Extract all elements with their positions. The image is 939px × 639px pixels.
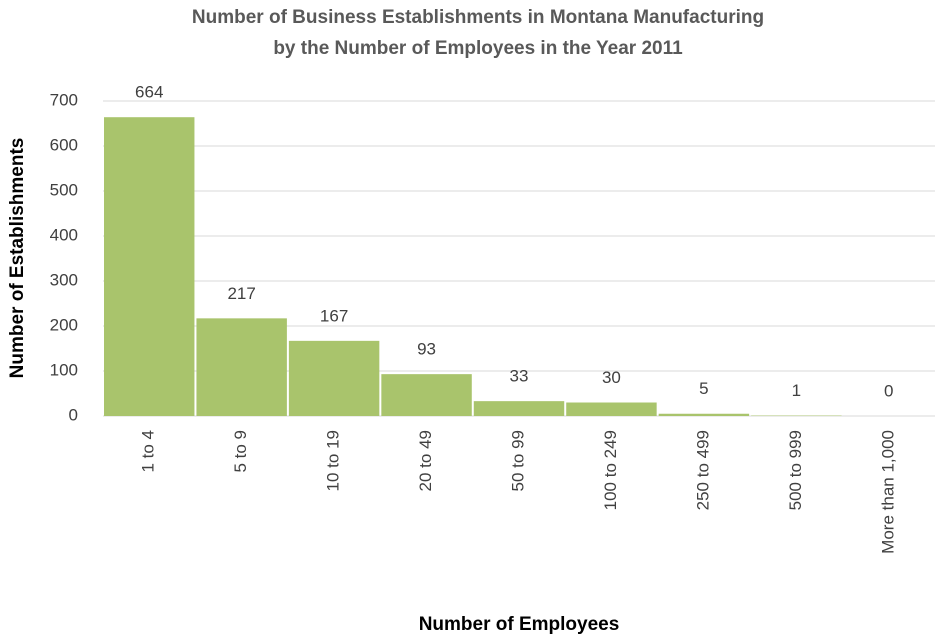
x-tick-label: More than 1,000 (878, 430, 897, 554)
y-tick-label: 0 (69, 405, 78, 424)
x-tick-label: 100 to 249 (601, 430, 620, 510)
x-tick-label: 250 to 499 (693, 430, 712, 510)
data-label: 33 (510, 367, 529, 386)
data-label: 0 (884, 381, 893, 400)
bar (104, 117, 195, 416)
x-tick-label: 500 to 999 (786, 430, 805, 510)
x-tick-label: 50 to 99 (508, 430, 527, 491)
y-tick-label: 500 (50, 180, 78, 199)
data-label: 93 (417, 340, 436, 359)
chart-title: by the Number of Employees in the Year 2… (273, 38, 683, 59)
y-tick-label: 400 (50, 225, 78, 244)
data-label: 167 (320, 306, 348, 325)
y-tick-label: 200 (50, 315, 78, 334)
data-label: 5 (699, 379, 708, 398)
bar (658, 413, 750, 416)
x-tick-label: 5 to 9 (231, 430, 250, 473)
bar (381, 374, 472, 416)
y-tick-label: 300 (50, 270, 78, 289)
chart-title: Number of Business Establishments in Mon… (192, 7, 764, 28)
y-axis-title: Number of Establishments (7, 138, 28, 379)
data-label: 30 (602, 368, 621, 387)
y-tick-label: 700 (50, 90, 78, 109)
x-tick-label: 20 to 49 (416, 430, 435, 491)
y-tick-label: 600 (50, 135, 78, 154)
bar (473, 401, 565, 416)
bar (566, 402, 657, 416)
data-label: 664 (135, 83, 163, 102)
data-label: 1 (792, 381, 801, 400)
bar (288, 340, 380, 416)
data-label: 217 (227, 284, 255, 303)
bar (196, 318, 287, 416)
y-tick-label: 100 (50, 360, 78, 379)
x-tick-label: 1 to 4 (139, 430, 158, 473)
x-axis-title: Number of Employees (419, 614, 620, 635)
x-tick-label: 10 to 19 (324, 430, 343, 491)
